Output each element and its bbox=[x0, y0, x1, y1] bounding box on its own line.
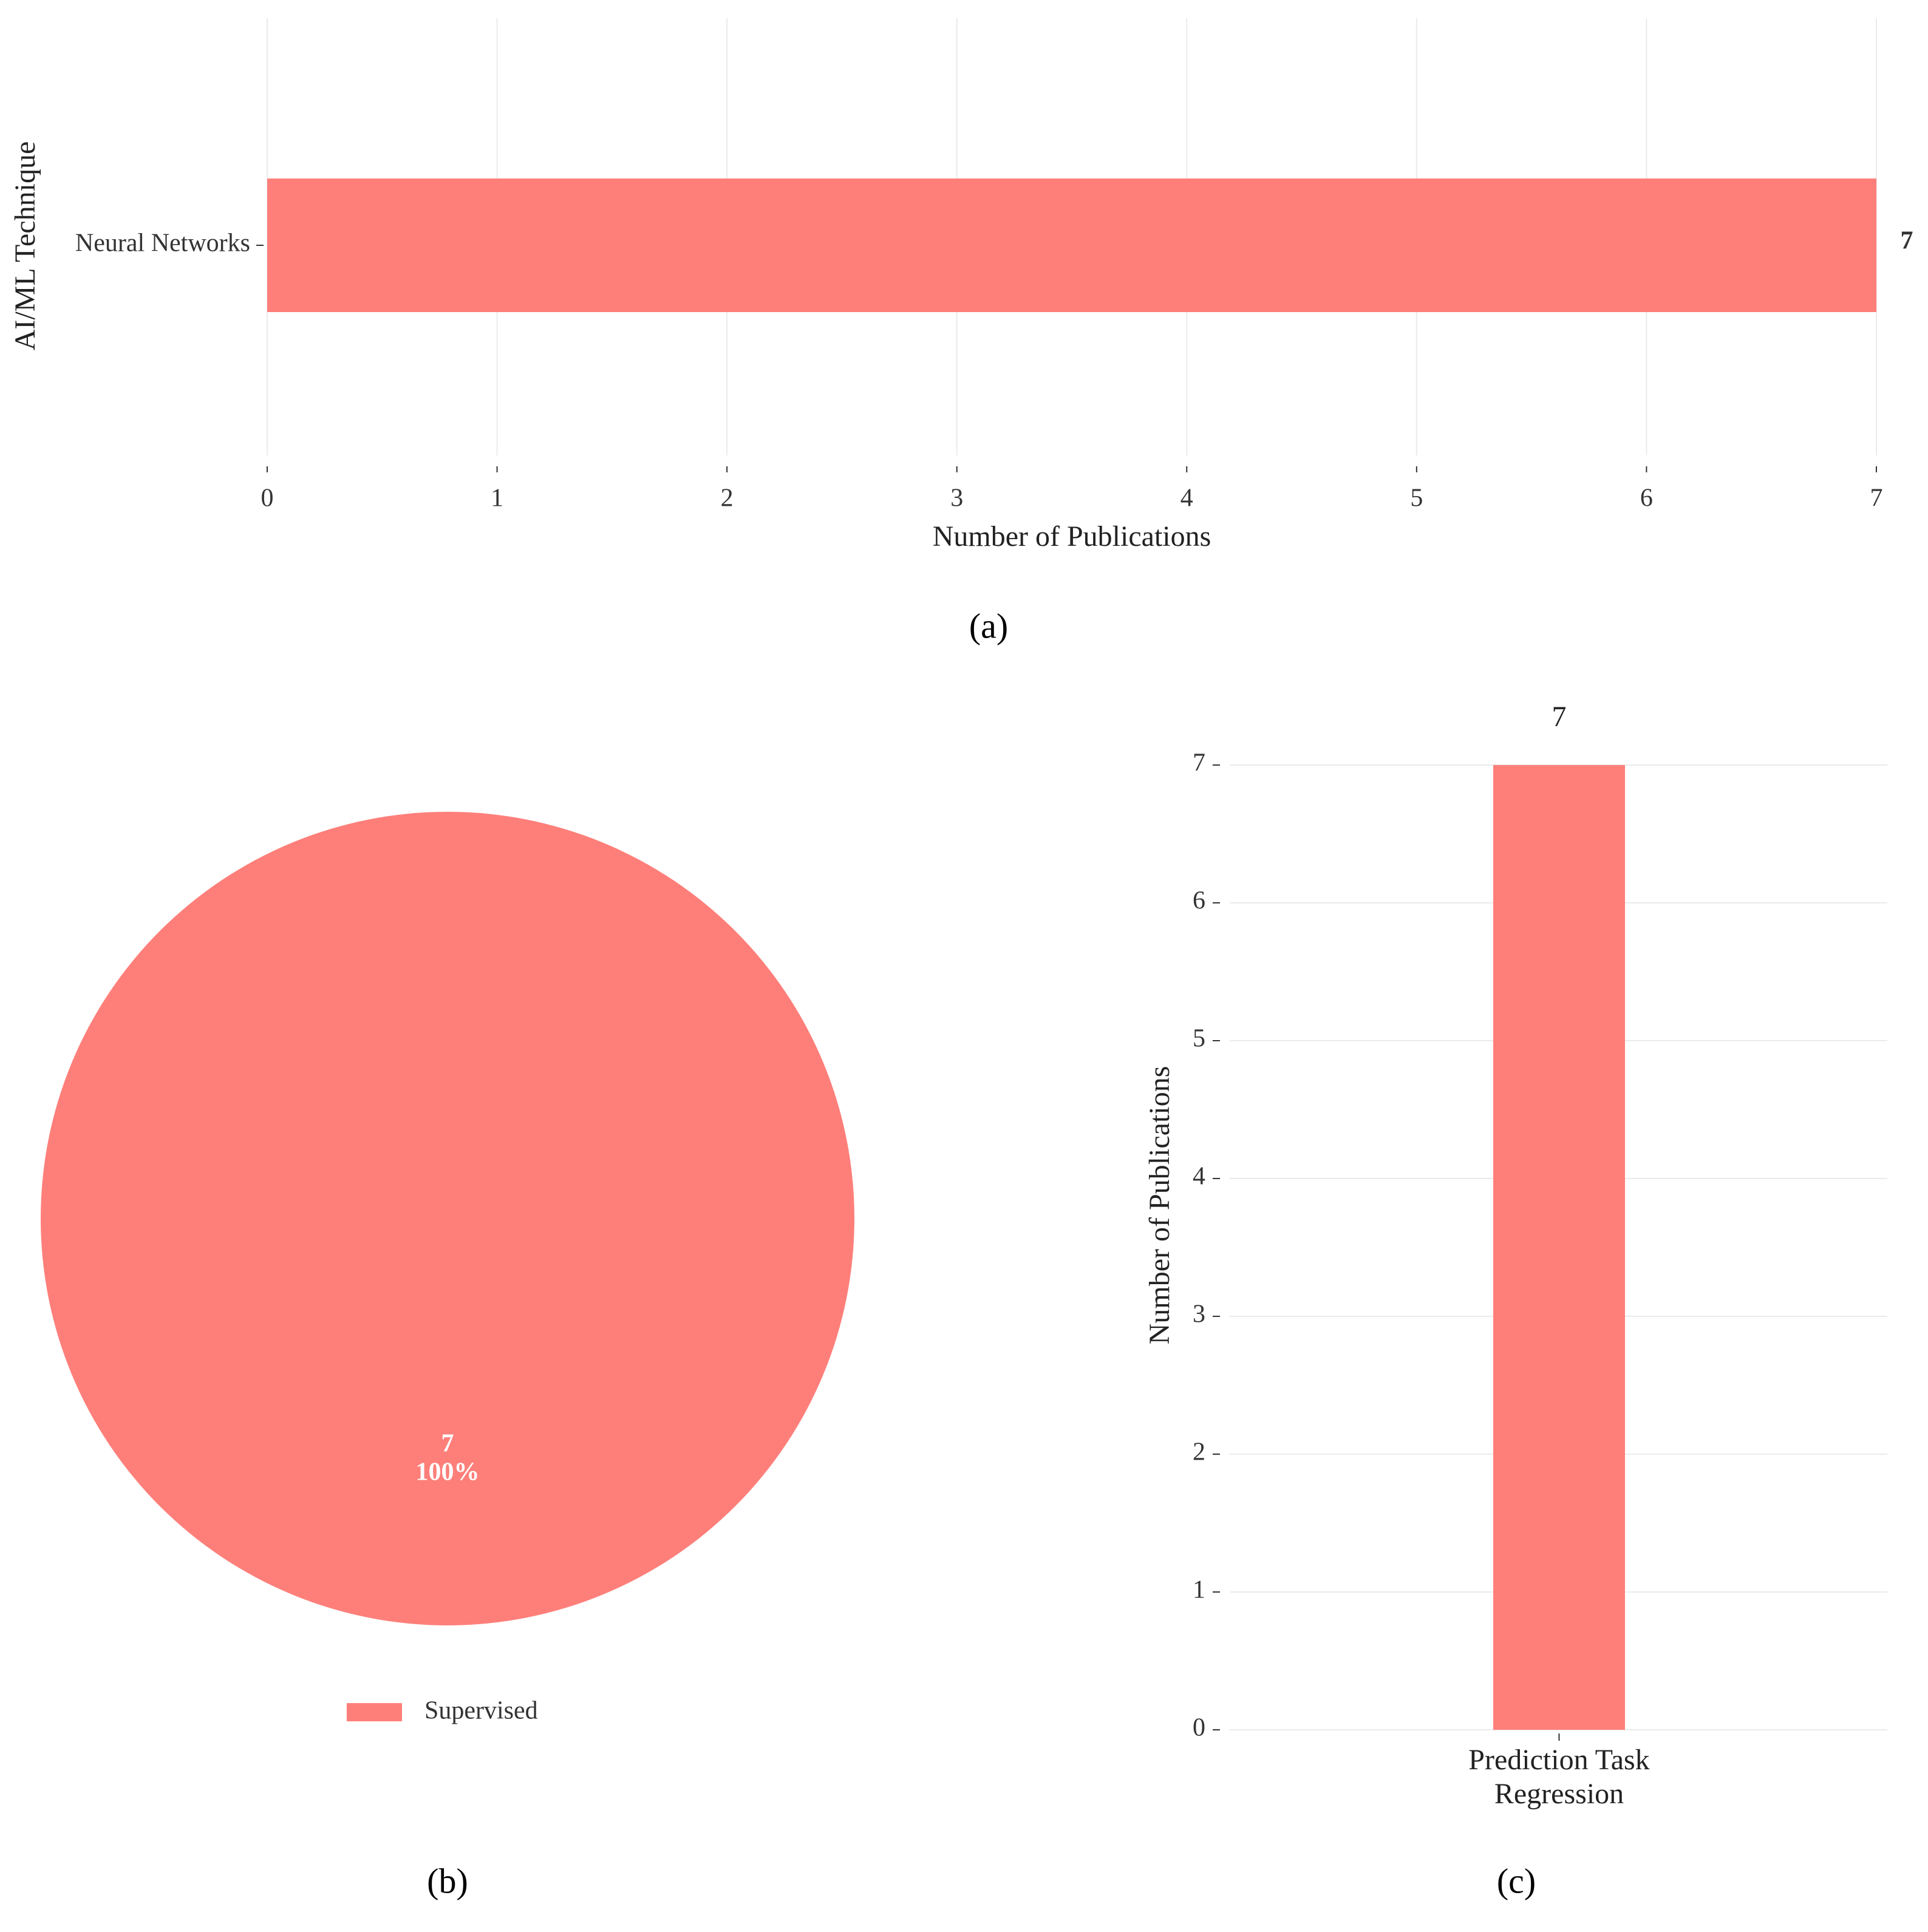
y-tick-label: 4 bbox=[1193, 1163, 1205, 1191]
x-tick-label: 3 bbox=[950, 485, 963, 512]
bar bbox=[267, 179, 1876, 312]
x-tick-label: Regression bbox=[1494, 1778, 1624, 1810]
caption: (b) bbox=[427, 1861, 468, 1900]
y-tick-label: Neural Networks bbox=[75, 230, 250, 257]
value-label: 7 bbox=[1901, 227, 1913, 255]
y-tick-label: 2 bbox=[1193, 1438, 1205, 1466]
y-axis-label: AI/ML Technique bbox=[9, 141, 41, 351]
caption: (c) bbox=[1497, 1861, 1536, 1900]
y-tick-label: 6 bbox=[1193, 887, 1205, 915]
x-tick-label: 7 bbox=[1870, 485, 1883, 512]
x-tick-label: 1 bbox=[491, 485, 503, 512]
value-label: 7 bbox=[441, 1430, 454, 1458]
y-tick-label: 7 bbox=[1193, 749, 1205, 777]
y-axis-label: Number of Publications bbox=[1143, 1066, 1176, 1345]
y-tick-label: 1 bbox=[1193, 1576, 1205, 1604]
percent-label: 100% bbox=[416, 1458, 480, 1486]
x-tick-label: 2 bbox=[721, 485, 734, 512]
value-label: 7 bbox=[1552, 701, 1567, 733]
x-tick-label: 4 bbox=[1180, 485, 1193, 512]
x-tick-label: 5 bbox=[1410, 485, 1423, 512]
legend-label: Supervised bbox=[424, 1697, 538, 1725]
bar bbox=[1493, 765, 1625, 1730]
x-tick-label: 0 bbox=[261, 485, 274, 512]
x-axis-label: Prediction Task bbox=[1468, 1744, 1649, 1776]
y-tick-label: 3 bbox=[1193, 1301, 1205, 1328]
pie-slice bbox=[41, 812, 854, 1625]
x-tick-label: 6 bbox=[1640, 485, 1653, 512]
caption: (a) bbox=[969, 606, 1008, 645]
y-tick-label: 5 bbox=[1193, 1025, 1205, 1053]
legend-key bbox=[347, 1703, 402, 1721]
y-tick-label: 0 bbox=[1193, 1714, 1205, 1742]
x-axis-label: Number of Publications bbox=[933, 520, 1211, 553]
